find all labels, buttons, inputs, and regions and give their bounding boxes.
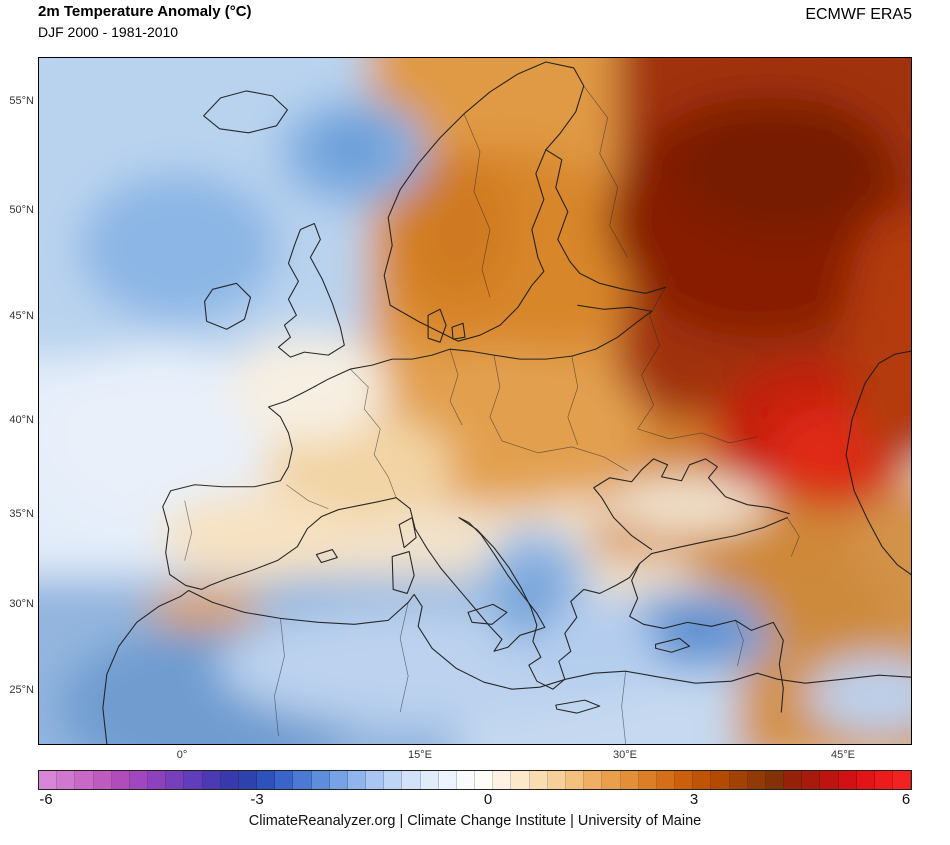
lat-label-30n: 30°N <box>9 598 34 610</box>
lat-label-50n: 50°N <box>9 204 34 216</box>
colorbar-tick-neg6: -6 <box>39 791 53 808</box>
lat-label-55n: 55°N <box>9 95 34 107</box>
chart-subtitle: DJF 2000 - 1981-2010 <box>38 24 179 40</box>
anomaly-map <box>39 58 911 744</box>
lat-label-25n: 25°N <box>9 684 34 696</box>
lon-label-30e: 30°E <box>613 749 637 761</box>
anomaly-field <box>39 58 911 744</box>
lon-label-0e: 0° <box>176 749 188 761</box>
colorbar <box>38 770 912 790</box>
lat-label-45n: 45°N <box>9 310 34 322</box>
colorbar-tick-6: 6 <box>901 791 911 808</box>
colorbar-tick-neg3: -3 <box>250 791 264 808</box>
colorbar-tick-3: 3 <box>689 791 699 808</box>
chart-title: 2m Temperature Anomaly (°C) <box>38 3 252 20</box>
lat-label-40n: 40°N <box>9 414 34 426</box>
lon-label-15e: 15°E <box>408 749 432 761</box>
lat-label-35n: 35°N <box>9 508 34 520</box>
coastlines <box>102 61 911 744</box>
colorbar-tick-0: 0 <box>483 791 493 808</box>
map-panel <box>38 57 912 745</box>
dataset-source-label: ECMWF ERA5 <box>805 6 912 23</box>
lon-label-45e: 45°E <box>831 749 855 761</box>
credit-line: ClimateReanalyzer.org | Climate Change I… <box>248 813 702 829</box>
country-borders <box>184 85 800 744</box>
